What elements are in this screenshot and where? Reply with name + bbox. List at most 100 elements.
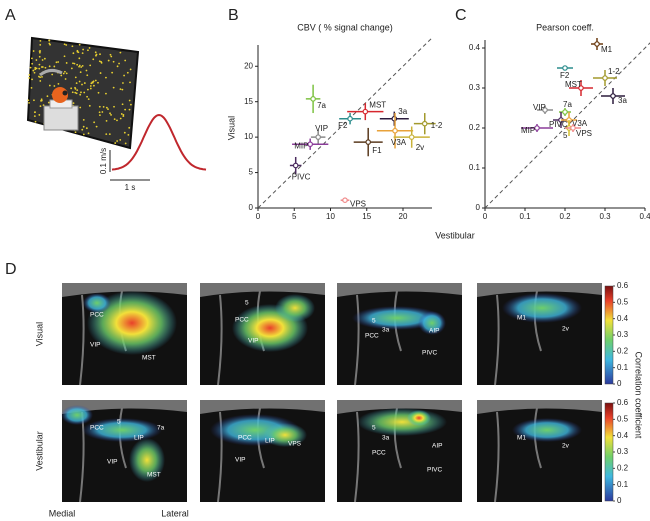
star-dot: [78, 43, 81, 46]
star-dot: [76, 63, 79, 66]
star-dot: [78, 65, 80, 68]
chart-title: Pearson coeff.: [536, 22, 594, 32]
star-dot: [65, 62, 68, 64]
star-dot: [107, 108, 109, 110]
velocity-profile: [109, 113, 207, 181]
star-dot: [38, 51, 41, 54]
star-dot: [107, 59, 110, 62]
point-label: PIVC: [549, 120, 568, 129]
point-label: MST: [369, 101, 386, 110]
star-dot: [108, 133, 111, 136]
star-dot: [128, 126, 131, 129]
panel-label: C: [455, 7, 467, 24]
star-dot: [48, 84, 51, 87]
star-dot: [53, 65, 56, 68]
region-label: AIP: [432, 443, 442, 450]
star-dot: [87, 132, 90, 135]
star-dot: [118, 62, 120, 65]
star-dot: [76, 89, 79, 92]
star-dot: [35, 59, 38, 61]
star-dot: [86, 95, 88, 98]
y-tick-label: 0.2: [469, 123, 481, 132]
star-dot: [65, 72, 68, 75]
star-dot: [82, 118, 85, 121]
star-dot: [78, 80, 81, 83]
region-label: VIP: [248, 338, 258, 345]
star-dot: [82, 125, 85, 128]
star-dot: [109, 53, 112, 56]
star-dot: [105, 106, 108, 109]
star-dot: [109, 112, 111, 115]
star-dot: [46, 95, 49, 98]
x-tick-label: 5: [292, 212, 297, 221]
star-dot: [97, 81, 99, 84]
star-dot: [72, 52, 75, 55]
star-dot: [110, 55, 113, 58]
star-dot: [119, 139, 122, 141]
panel-label: D: [5, 261, 17, 278]
star-dot: [81, 52, 84, 55]
star-dot: [116, 65, 119, 68]
star-dot: [33, 111, 36, 114]
star-dot: [31, 62, 34, 65]
star-dot: [100, 61, 103, 64]
star-dot: [43, 57, 46, 60]
region-label: 5: [372, 318, 376, 325]
star-dot: [57, 82, 60, 85]
activation: [502, 293, 582, 323]
data-point: [315, 134, 321, 140]
activation: [263, 423, 307, 447]
star-dot: [53, 85, 56, 87]
colorbar-tick-label: 0.3: [617, 447, 629, 456]
star-dot: [34, 66, 37, 69]
colorbar-tick-label: 0.5: [617, 414, 629, 423]
star-dot: [78, 57, 81, 60]
region-label: 5: [372, 425, 376, 432]
data-point: [594, 41, 600, 47]
region-label: M1: [517, 315, 526, 322]
star-dot: [40, 99, 43, 102]
data-point: [602, 75, 608, 81]
star-dot: [33, 99, 35, 102]
data-point: [392, 127, 398, 134]
chart-title: CBV ( % signal change): [297, 22, 393, 32]
brain-surface: [200, 400, 325, 414]
star-dot: [121, 88, 124, 91]
star-dot: [28, 74, 31, 76]
point-label: 2v: [416, 143, 424, 152]
row-label: Vestibular: [34, 431, 44, 471]
star-dot: [30, 86, 33, 89]
star-dot: [82, 133, 85, 136]
star-dot: [121, 103, 124, 106]
colorbar: [604, 285, 614, 385]
region-label: 3a: [382, 327, 390, 334]
region-label: 7a: [157, 425, 165, 432]
y-tick-label: 0: [249, 203, 254, 212]
star-dot: [116, 119, 118, 122]
star-dot: [112, 86, 115, 89]
colorbar-tick-label: 0.1: [617, 363, 629, 372]
point-label: 1-2: [431, 121, 443, 130]
star-dot: [94, 79, 97, 82]
star-dot: [85, 69, 88, 72]
star-dot: [65, 44, 68, 46]
colorbar-tick-label: 0.5: [617, 297, 629, 306]
colorbar-tick-label: 0.1: [617, 480, 629, 489]
star-dot: [79, 93, 82, 96]
point-label: M1: [601, 45, 613, 54]
identity-line: [257, 36, 434, 209]
star-dot: [75, 92, 78, 95]
colorbar-tick-label: 0.4: [617, 314, 629, 323]
colorbar-label: Correlation coefficient: [634, 352, 644, 439]
region-label: MST: [147, 472, 161, 479]
star-dot: [124, 59, 127, 62]
point-label: F2: [560, 71, 570, 80]
star-dot: [105, 76, 107, 79]
star-dot: [62, 72, 65, 75]
star-dot: [41, 75, 43, 78]
data-point: [610, 93, 616, 99]
star-dot: [41, 59, 44, 61]
region-label: 2v: [562, 326, 570, 333]
point-label: MST: [565, 80, 582, 89]
y-tick-label: 10: [244, 132, 253, 141]
